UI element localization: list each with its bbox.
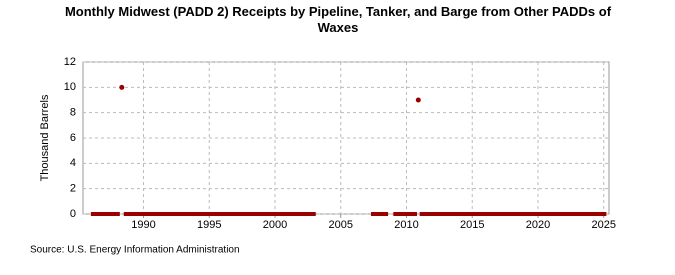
y-tick-label: 4 xyxy=(70,157,76,169)
x-tick-label: 2000 xyxy=(263,219,287,231)
chart-title: Monthly Midwest (PADD 2) Receipts by Pip… xyxy=(64,4,612,35)
y-tick-label: 10 xyxy=(64,81,76,93)
x-tick-label: 2015 xyxy=(460,219,484,231)
data-point xyxy=(415,97,421,103)
y-tick-label: 2 xyxy=(70,183,76,195)
x-tick-label: 2005 xyxy=(328,219,352,231)
y-tick-label: 12 xyxy=(64,56,76,68)
y-tick-label: 0 xyxy=(70,208,76,220)
x-tick-label: 2020 xyxy=(526,219,550,231)
y-axis-label: Thousand Barrels xyxy=(39,94,51,181)
x-tick-label: 1990 xyxy=(131,219,155,231)
y-tick-label: 6 xyxy=(70,132,76,144)
source-note: Source: U.S. Energy Information Administ… xyxy=(30,245,240,256)
y-tick-label: 8 xyxy=(70,107,76,119)
data-point xyxy=(119,84,125,90)
x-tick-label: 1995 xyxy=(197,219,221,231)
x-tick-label: 2025 xyxy=(591,219,615,231)
x-tick-label: 2010 xyxy=(394,219,418,231)
